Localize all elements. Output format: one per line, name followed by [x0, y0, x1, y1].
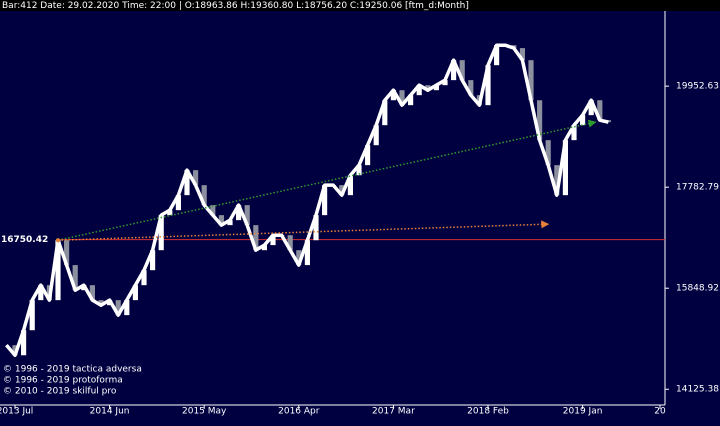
x-tick-label: 2015 May [182, 407, 227, 417]
candle-body [571, 125, 577, 141]
candle-body [210, 205, 216, 216]
copyright: © 1996 - 2019 protoforma [3, 376, 123, 386]
header-text: Bar:412 Date: 29.02.2020 Time: 22:00 | O… [2, 1, 469, 11]
candle-body [38, 285, 44, 301]
candle-body [270, 235, 276, 246]
candle-body [304, 240, 310, 266]
candle-body [236, 205, 242, 221]
x-tick-label: 2018 Feb [467, 407, 509, 417]
candle-body [442, 80, 448, 86]
candle-body [296, 250, 302, 266]
price-label-bg [0, 233, 56, 246]
candle-body [494, 45, 500, 66]
candle-body [597, 100, 603, 121]
y-tick-label: 15848.92 [676, 284, 719, 294]
x-tick-label: 2013 Jul [0, 407, 33, 417]
candle-body [313, 215, 319, 241]
candle-body [433, 85, 439, 91]
candle-body [21, 330, 27, 356]
header-bar [0, 0, 720, 11]
candle-body [64, 240, 70, 266]
candle-body [201, 185, 207, 206]
candle-body [390, 90, 396, 101]
candle-body [193, 170, 199, 186]
candle-body [588, 100, 594, 116]
candle-body [132, 285, 138, 301]
candle-body [115, 300, 121, 316]
candle-body [485, 65, 491, 106]
candle-body [167, 210, 173, 216]
candle-body [347, 175, 353, 196]
candle-body [519, 48, 525, 61]
x-tick-label: 2017 Mar [372, 407, 415, 417]
candle-body [399, 90, 405, 106]
candle-body [545, 140, 551, 166]
candle-body [373, 125, 379, 146]
candle-body [451, 60, 457, 81]
price-label: 16750.42 [1, 235, 48, 245]
candle-body [365, 145, 371, 166]
candle-body [580, 115, 586, 126]
candle-body [253, 225, 259, 251]
candle-body [339, 185, 345, 196]
candle-body [72, 265, 78, 291]
trend-anchor [55, 238, 60, 243]
candle-body [425, 85, 431, 91]
candle-body [554, 165, 560, 196]
x-tick-label: 20 [654, 407, 666, 417]
candle-body [261, 245, 267, 251]
candle-body [468, 80, 474, 96]
close-line [5, 43, 609, 358]
y-tick-label: 17782.79 [676, 183, 719, 193]
trend-line [57, 220, 550, 241]
candle-body [89, 285, 95, 301]
candle-body [158, 215, 164, 251]
candle-body [175, 195, 181, 211]
candle-body [537, 100, 543, 141]
candle-body [416, 85, 422, 96]
candle-body [227, 220, 233, 226]
candle-body [408, 95, 414, 106]
y-tick-label: 14125.38 [676, 385, 719, 395]
candle-body [218, 215, 224, 226]
candle-body [356, 165, 362, 176]
copyright: © 2010 - 2019 skilful pro [3, 387, 117, 397]
x-tick-label: 2016 Apr [278, 407, 320, 417]
candle-body [184, 170, 190, 196]
candle-body [382, 100, 388, 126]
candle-body [528, 60, 534, 101]
copyright: © 1996 - 2019 tactica adversa [3, 365, 142, 375]
candle-body [124, 300, 130, 316]
y-tick-label: 19952.63 [676, 82, 719, 92]
x-tick-label: 2014 Jun [90, 407, 130, 417]
candle-body [459, 60, 465, 81]
x-tick-label: 2019 Jan [563, 407, 603, 417]
trend-line [57, 119, 597, 241]
candle-body [562, 140, 568, 196]
candle-body [150, 250, 156, 271]
candle-body [287, 235, 293, 251]
candle-body [141, 270, 147, 286]
candle-body [29, 300, 35, 331]
candle-body [98, 300, 104, 306]
candle-body [322, 185, 328, 216]
candle-body [244, 205, 250, 226]
candle-body [55, 240, 61, 301]
